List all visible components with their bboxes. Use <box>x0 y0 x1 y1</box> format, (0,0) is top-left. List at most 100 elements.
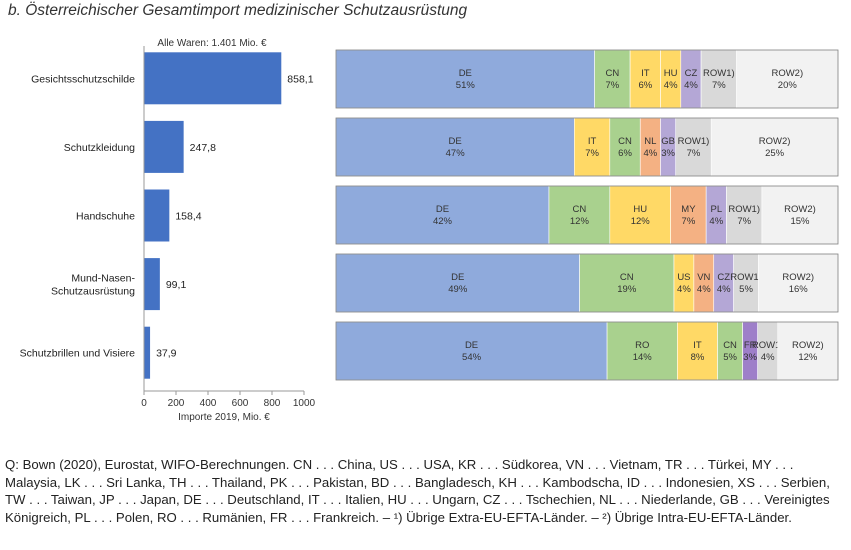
segment-country-label: DE <box>465 340 478 351</box>
x-tick-label: 200 <box>168 398 185 409</box>
segment-country-label: ROW1) <box>678 136 710 147</box>
segment-share-label: 6% <box>638 80 652 91</box>
x-axis-title: Importe 2019, Mio. € <box>178 412 270 423</box>
share-segment <box>757 321 779 381</box>
segment-country-label: ROW2) <box>759 136 791 147</box>
segment-country-label: DE <box>459 68 472 79</box>
chart-title: b. Österreichischer Gesamtimport medizin… <box>8 2 468 19</box>
segment-share-label: 7% <box>737 216 751 227</box>
segment-share-label: 5% <box>723 352 737 363</box>
segment-share-label: 16% <box>789 284 809 295</box>
bar-value-label: 99,1 <box>166 279 187 291</box>
category-label: Schutzausrüstung <box>51 286 135 298</box>
segment-country-label: ROW1) <box>703 68 735 79</box>
import-bar <box>144 189 170 242</box>
share-segment <box>726 185 763 245</box>
segment-share-label: 4% <box>644 148 658 159</box>
segment-country-label: CZ <box>685 68 698 79</box>
share-segment <box>670 185 707 245</box>
import-share-stacked-bar-chart: DE51%CN7%IT6%HU4%CZ4%ROW1)7%ROW2)20%DE47… <box>335 49 839 381</box>
segment-share-label: 54% <box>462 352 482 363</box>
bar-value-label: 247,8 <box>190 142 216 154</box>
segment-country-label: ROW2) <box>782 272 814 283</box>
segment-share-label: 15% <box>790 216 810 227</box>
share-segment <box>594 49 631 109</box>
segment-share-label: 6% <box>618 148 632 159</box>
segment-country-label: IT <box>641 68 650 79</box>
x-tick-label: 400 <box>200 398 217 409</box>
share-bar-outline <box>335 49 839 109</box>
share-segment <box>574 117 611 177</box>
category-label: Schutzkleidung <box>64 142 135 154</box>
share-segment <box>777 321 839 381</box>
segment-share-label: 5% <box>739 284 753 295</box>
segment-share-label: 4% <box>709 216 723 227</box>
bar-value-label: 37,9 <box>156 348 177 360</box>
segment-share-label: 25% <box>765 148 785 159</box>
segment-share-label: 51% <box>456 80 476 91</box>
share-segment <box>733 253 759 313</box>
import-bar <box>144 326 151 379</box>
share-segment <box>335 321 608 381</box>
segment-share-label: 12% <box>631 216 651 227</box>
segment-country-label: ROW1) <box>752 340 784 351</box>
segment-country-label: ROW1) <box>728 204 760 215</box>
segment-share-label: 7% <box>605 80 619 91</box>
share-segment <box>629 49 661 109</box>
share-segment <box>609 185 671 245</box>
source-note: Q: Bown (2020), Eurostat, WIFO-Berechnun… <box>5 457 830 525</box>
share-segment <box>548 185 611 245</box>
segment-share-label: 12% <box>570 216 590 227</box>
share-segment <box>742 321 758 381</box>
segment-share-label: 7% <box>712 80 726 91</box>
share-segment <box>713 253 734 313</box>
chart-canvas: Alle Waren: 1.401 Mio. € 858,1 Gesichtssch… <box>20 38 839 423</box>
share-segment <box>609 117 641 177</box>
segment-country-label: GB <box>661 136 675 147</box>
share-segment <box>606 321 678 381</box>
share-segment <box>710 117 839 177</box>
share-segment <box>717 321 743 381</box>
segment-country-label: DE <box>451 272 464 283</box>
share-segment <box>675 117 712 177</box>
share-bar-outline <box>335 253 839 313</box>
share-segment <box>673 253 695 313</box>
segment-country-label: CN <box>620 272 634 283</box>
segment-country-label: ROW2) <box>784 204 816 215</box>
segment-country-label: CN <box>723 340 737 351</box>
share-bar-outline <box>335 117 839 177</box>
segment-country-label: US <box>677 272 690 283</box>
segment-share-label: 49% <box>448 284 468 295</box>
share-segment <box>639 117 661 177</box>
segment-country-label: HU <box>664 68 678 79</box>
segment-share-label: 4% <box>717 284 731 295</box>
segment-share-label: 8% <box>691 352 705 363</box>
share-bar-outline <box>335 185 839 245</box>
segment-country-label: NL <box>644 136 656 147</box>
share-segment <box>579 253 675 313</box>
segment-country-label: IT <box>693 340 702 351</box>
share-segment <box>660 117 677 177</box>
segment-country-label: ROW1) <box>730 272 762 283</box>
segment-share-label: 14% <box>633 352 653 363</box>
share-segment <box>335 185 550 245</box>
share-segment <box>660 49 682 109</box>
segment-share-label: 4% <box>664 80 678 91</box>
x-tick-label: 600 <box>232 398 249 409</box>
segment-country-label: CN <box>618 136 632 147</box>
segment-share-label: 47% <box>446 148 466 159</box>
share-bar-outline <box>335 321 839 381</box>
import-bar <box>144 120 184 173</box>
segment-country-label: DE <box>449 136 462 147</box>
segment-country-label: CN <box>605 68 619 79</box>
category-label: Handschuhe <box>76 211 135 223</box>
segment-share-label: 4% <box>677 284 691 295</box>
category-label: Mund-Nasen- <box>71 273 135 285</box>
bar-value-label: 858,1 <box>287 73 313 85</box>
segment-country-label: CN <box>573 204 587 215</box>
segment-share-label: 20% <box>778 80 798 91</box>
segment-share-label: 42% <box>433 216 453 227</box>
segment-share-label: 19% <box>617 284 637 295</box>
category-label: Schutzbrillen und Visiere <box>20 348 136 360</box>
segment-country-label: ROW2) <box>792 340 824 351</box>
